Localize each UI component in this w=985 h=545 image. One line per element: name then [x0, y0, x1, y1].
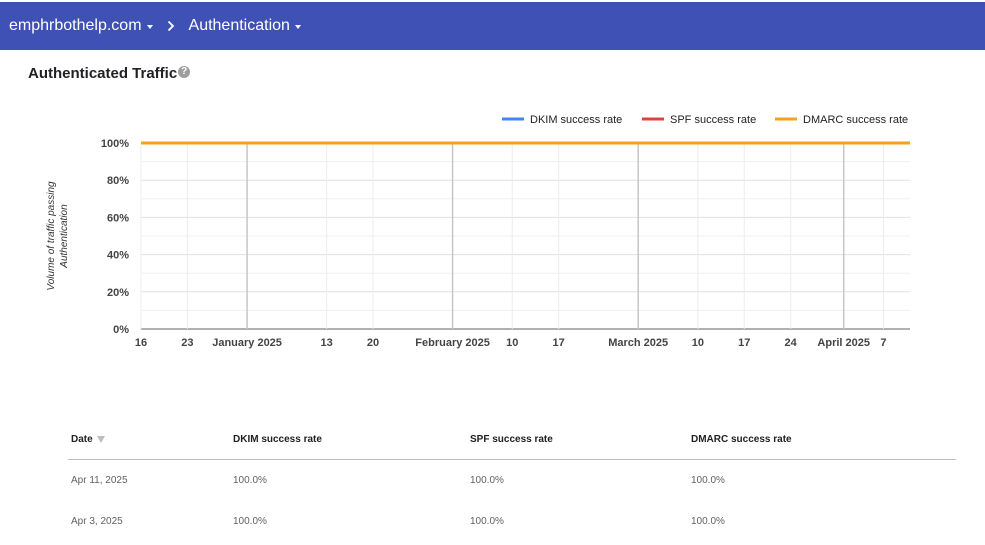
y-tick-label: 20% [107, 287, 129, 299]
section-dropdown[interactable]: Authentication [189, 17, 301, 35]
chevron-down-icon [294, 25, 301, 29]
cell-date: Apr 11, 2025 [71, 475, 128, 486]
cell-spf: 100.0% [470, 475, 504, 486]
x-tick-label: January 2025 [212, 337, 282, 349]
x-tick-label: March 2025 [608, 337, 668, 349]
authenticated-traffic-chart: 100% 80% 60% 40% 20% 0% 16 23 January 2025 13 20 Fe… [46, 114, 910, 349]
section-label: Authentication [188, 17, 290, 34]
column-header-label: Date [71, 434, 93, 445]
x-tick-label: 10 [506, 337, 518, 349]
x-tick-label: April 2025 [817, 337, 870, 349]
x-tick-label: 24 [785, 337, 798, 349]
x-tick-label: 16 [135, 337, 147, 349]
table-row: Apr 3, 2025 100.0% 100.0% 100.0% [68, 501, 956, 542]
y-tick-label: 60% [107, 212, 129, 224]
column-header-spf[interactable]: SPF success rate [470, 434, 691, 445]
x-tick-label: 13 [320, 337, 332, 349]
legend-label: DMARC success rate [803, 114, 908, 126]
legend-label: DKIM success rate [530, 114, 622, 126]
cell-dkim: 100.0% [233, 475, 267, 486]
column-header-label: DKIM success rate [233, 434, 322, 445]
section-title: Authenticated Traffic ? [28, 65, 191, 82]
y-tick-label: 40% [107, 250, 129, 262]
table-row: Apr 11, 2025 100.0% 100.0% 100.0% [68, 460, 956, 501]
x-tick-label: 7 [880, 337, 886, 349]
column-header-label: DMARC success rate [691, 434, 792, 445]
y-tick-label: 80% [107, 175, 129, 187]
chevron-down-icon [146, 25, 153, 29]
y-tick-label: 100% [101, 138, 129, 150]
domain-label: emphrbothelp.com [9, 17, 142, 34]
top-app-bar: emphrbothelp.com Authentication [0, 2, 985, 50]
domain-dropdown[interactable]: emphrbothelp.com [9, 17, 153, 35]
cell-dkim: 100.0% [233, 516, 267, 527]
cell-date: Apr 3, 2025 [71, 516, 123, 527]
help-icon[interactable]: ? [178, 65, 191, 78]
y-axis-label: Volume of traffic passing [46, 181, 57, 291]
column-header-date[interactable]: Date [68, 434, 233, 445]
table-header: Date DKIM success rate SPF success rate … [68, 420, 956, 460]
cell-dmarc: 100.0% [691, 475, 725, 486]
cell-dmarc: 100.0% [691, 516, 725, 527]
x-tick-label: 17 [553, 337, 565, 349]
x-tick-label: 10 [692, 337, 704, 349]
y-axis-label: Authentication [59, 204, 70, 269]
page-title: Authenticated Traffic [28, 65, 178, 82]
legend-label: SPF success rate [670, 114, 756, 126]
y-tick-label: 0% [113, 324, 129, 336]
x-tick-label: 17 [738, 337, 750, 349]
column-header-dmarc[interactable]: DMARC success rate [691, 434, 956, 445]
column-header-label: SPF success rate [470, 434, 553, 445]
chevron-right-icon [167, 20, 175, 32]
x-tick-label: February 2025 [415, 337, 490, 349]
cell-spf: 100.0% [470, 516, 504, 527]
x-tick-label: 23 [181, 337, 193, 349]
column-header-dkim[interactable]: DKIM success rate [233, 434, 470, 445]
x-tick-label: 20 [367, 337, 379, 349]
data-table: Date DKIM success rate SPF success rate … [68, 420, 956, 542]
sort-down-icon[interactable] [96, 436, 105, 443]
